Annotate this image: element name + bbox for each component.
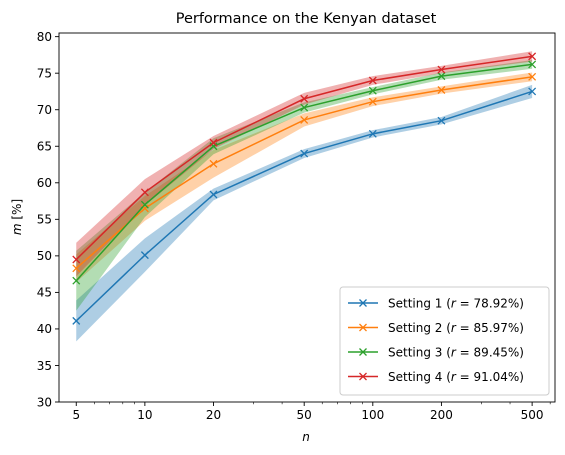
y-axis-ticks: 30 35 40 45 50 55 60 65 70 75 80: [37, 30, 59, 409]
x-tick-label: 10: [137, 408, 152, 422]
marker-series-3: [300, 103, 309, 112]
marker-series-3: [528, 60, 537, 69]
legend-label-suffix: = 78.92%): [456, 296, 524, 310]
marker-series-4: [72, 255, 81, 264]
y-tick-label: 45: [37, 286, 52, 300]
marker-series-3: [209, 142, 218, 151]
legend-marker-4: [359, 372, 367, 381]
legend-label-4: Setting 4 (r = 91.04%): [388, 370, 524, 384]
marker-series-1: [209, 190, 218, 199]
x-tick-label: 200: [430, 408, 453, 422]
marker-series-1: [300, 149, 309, 158]
marker-series-4: [140, 188, 149, 197]
marker-series-4: [528, 52, 537, 61]
marker-series-2: [209, 159, 218, 168]
marker-series-1: [528, 87, 537, 96]
y-tick-label: 75: [37, 66, 52, 80]
legend-label-var: r: [451, 345, 457, 359]
y-tick-label: 80: [37, 30, 52, 44]
marker-series-4: [368, 76, 377, 85]
y-tick-label: 65: [37, 140, 52, 154]
y-axis-label-unit: [%]: [10, 199, 24, 224]
x-tick-label: 100: [361, 408, 384, 422]
y-tick-label: 50: [37, 249, 52, 263]
marker-series-3: [140, 200, 149, 209]
marker-series-1: [437, 116, 446, 125]
legend-label-var: r: [451, 321, 457, 335]
legend-label-var: r: [451, 296, 457, 310]
marker-series-4: [209, 138, 218, 147]
legend-label-suffix: = 89.45%): [456, 345, 524, 359]
x-tick-label: 500: [521, 408, 544, 422]
marker-series-2: [528, 72, 537, 81]
marker-series-4: [437, 65, 446, 74]
chart-title: Performance on the Kenyan dataset: [176, 11, 437, 27]
band-series-2: [76, 72, 533, 283]
marker-series-2: [437, 86, 446, 94]
marker-series-2: [72, 264, 81, 273]
y-axis-label-var: m: [10, 223, 24, 235]
marker-series-3: [368, 86, 377, 95]
marker-series-1: [72, 316, 81, 325]
legend-label-prefix: Setting 1 (: [388, 296, 451, 310]
y-tick-label: 60: [37, 176, 52, 190]
legend: Setting 1 (r = 78.92%)Setting 2 (r = 85.…: [339, 286, 550, 396]
marker-series-3: [72, 276, 81, 285]
legend-label-prefix: Setting 2 (: [388, 321, 451, 335]
x-tick-label: 50: [297, 408, 312, 422]
plot-axes: [58, 32, 556, 403]
marker-series-1: [140, 251, 149, 260]
marker-series-2: [368, 97, 377, 106]
legend-label-3: Setting 3 (r = 89.45%): [388, 345, 524, 359]
band-series-1: [76, 84, 533, 342]
y-axis-label: m [%]: [10, 199, 24, 235]
y-tick-label: 40: [37, 322, 52, 336]
y-tick-label: 70: [37, 103, 52, 117]
marker-series-4: [300, 94, 309, 103]
x-tick-label: 5: [72, 408, 80, 422]
legend-marker-3: [359, 348, 367, 356]
legend-label-suffix: = 91.04%): [456, 370, 524, 384]
marker-series-3: [437, 72, 446, 81]
legend-box: [339, 286, 550, 396]
y-tick-label: 35: [37, 359, 52, 373]
band-series-4: [76, 51, 533, 277]
legend-label-1: Setting 1 (r = 78.92%): [388, 296, 524, 310]
marker-series-1: [368, 129, 377, 138]
legend-label-2: Setting 2 (r = 85.97%): [388, 321, 524, 335]
x-tick-label: 20: [206, 408, 221, 422]
legend-marker-1: [359, 299, 367, 307]
marker-series-2: [140, 204, 149, 213]
legend-label-prefix: Setting 4 (: [388, 370, 451, 384]
x-axis-ticks: 5 10 20 50 100 200 500: [72, 402, 551, 422]
x-axis-label: n: [302, 430, 310, 444]
legend-label-suffix: = 85.97%): [456, 321, 524, 335]
plot-frame: [58, 32, 556, 403]
marker-series-2: [300, 115, 309, 124]
y-tick-label: 55: [37, 213, 52, 227]
y-tick-label: 30: [37, 395, 52, 409]
series-markers: [72, 52, 537, 325]
legend-marker-2: [359, 323, 367, 332]
legend-label-var: r: [451, 370, 457, 384]
legend-label-prefix: Setting 3 (: [388, 345, 451, 359]
